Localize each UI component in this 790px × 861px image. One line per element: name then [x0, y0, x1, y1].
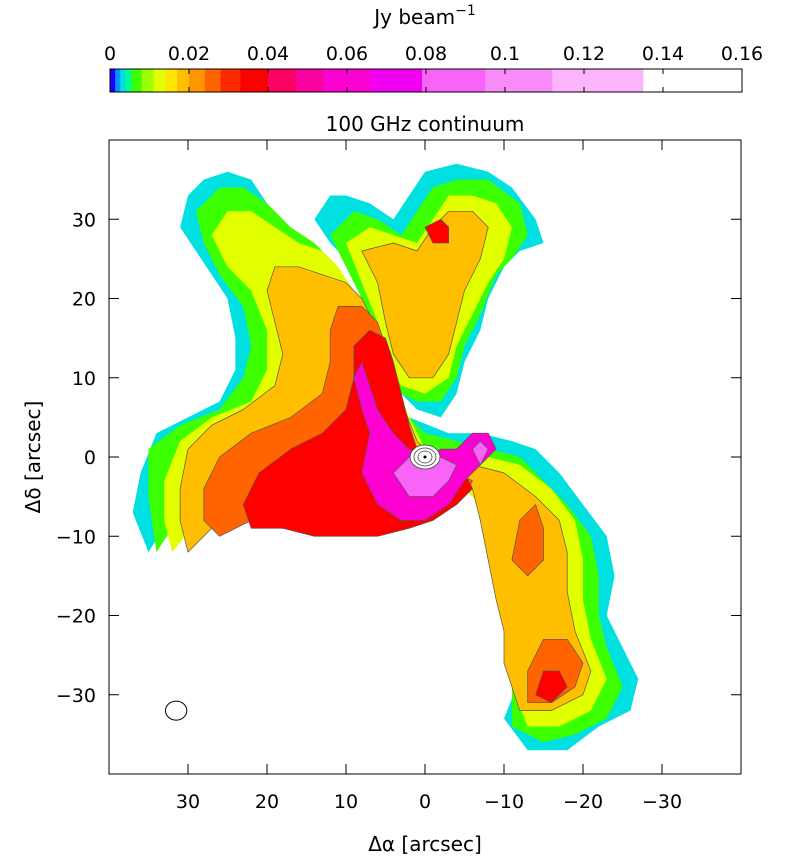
y-tick-label: −30 — [56, 685, 96, 707]
colorbar-segment-10 — [204, 69, 221, 92]
y-tick-label: 10 — [72, 368, 96, 390]
colorbar-segment-8 — [177, 69, 190, 92]
nucleus-contour — [417, 450, 433, 464]
y-tick-label: −10 — [56, 526, 96, 548]
emission-region-level-6 — [424, 218, 450, 244]
x-tick-label: −10 — [484, 791, 524, 813]
colorbar-segment-11 — [220, 69, 241, 92]
x-tick-labels: 30 20 10 0 −10 −20 −30 — [176, 791, 682, 813]
colorbar-segment-12 — [240, 69, 269, 92]
colorbar-segment-19 — [552, 69, 644, 92]
colorbar-segment-5 — [141, 69, 154, 92]
emission-region-level-6 — [535, 670, 568, 704]
colorbar-segment-4 — [131, 69, 142, 92]
emission-region-level-4 — [361, 210, 489, 379]
colorbar-tick-label: 0.14 — [642, 43, 684, 65]
chart-title: 100 GHz continuum — [326, 112, 525, 136]
x-tick-label: −20 — [563, 791, 603, 813]
emission-region-level-5 — [511, 504, 544, 577]
nucleus-peak — [423, 455, 427, 459]
continuum-map — [132, 163, 639, 751]
colorbar-segment-16 — [370, 69, 423, 92]
emission-region-level-7 — [353, 361, 497, 521]
x-axis-label: Δα [arcsec] — [368, 832, 482, 856]
colorbar-segment-15 — [323, 69, 372, 92]
colorbar-ticks — [109, 69, 743, 92]
y-axis-label: Δδ [arcsec] — [21, 401, 45, 514]
colorbar-tick-label: 0.12 — [563, 43, 605, 65]
colorbar-segment-14 — [295, 69, 324, 92]
colorbar-segment-0 — [110, 69, 116, 92]
colorbar-tick-labels: 0 0.02 0.04 0.06 0.08 0.1 0.12 0.14 0.16 — [104, 43, 763, 65]
y-tick-label: −20 — [56, 606, 96, 628]
x-tick-label: 0 — [419, 791, 431, 813]
colorbar-segment-20 — [643, 69, 743, 92]
beam-ellipse — [164, 700, 188, 721]
colorbar-tick-label: 0 — [104, 43, 116, 65]
y-tick-labels: 30 20 10 0 −10 −20 −30 — [56, 209, 96, 707]
colorbar-segment-17 — [422, 69, 486, 92]
colorbar-tick-label: 0.1 — [490, 43, 520, 65]
y-tick-label: 30 — [72, 209, 96, 231]
nucleus-contour — [413, 447, 437, 467]
colorbar-segment-6 — [153, 69, 166, 92]
x-tick-label: 20 — [255, 791, 279, 813]
x-tick-label: −30 — [642, 791, 682, 813]
x-tick-label: 10 — [334, 791, 358, 813]
colorbar-tick-label: 0.06 — [326, 43, 368, 65]
colorbar-segment-2 — [120, 69, 127, 92]
colorbar: Jy beam−1 0 0.02 0.04 0.06 0.08 0.1 0.12 0.14 0.… — [104, 3, 763, 93]
colorbar-segment-1 — [115, 69, 121, 92]
y-tick-label: 0 — [84, 447, 96, 469]
colorbar-tick-label: 0.04 — [247, 43, 289, 65]
colorbar-segment-7 — [165, 69, 178, 92]
x-tick-label: 30 — [176, 791, 200, 813]
y-tick-label: 20 — [72, 289, 96, 311]
colorbar-segment-13 — [268, 69, 297, 92]
colorbar-tick-label: 0.08 — [405, 43, 447, 65]
colorbar-tick-label: 0.16 — [721, 43, 763, 65]
axis-ticks — [109, 140, 741, 774]
colorbar-segments — [110, 69, 743, 92]
colorbar-segment-18 — [485, 69, 553, 92]
colorbar-label: Jy beam−1 — [372, 3, 475, 29]
colorbar-segment-9 — [189, 69, 206, 92]
emission-region-level-8 — [472, 440, 489, 466]
colorbar-segment-3 — [125, 69, 133, 92]
map-overlays — [164, 444, 441, 721]
colorbar-tick-label: 0.02 — [168, 43, 210, 65]
